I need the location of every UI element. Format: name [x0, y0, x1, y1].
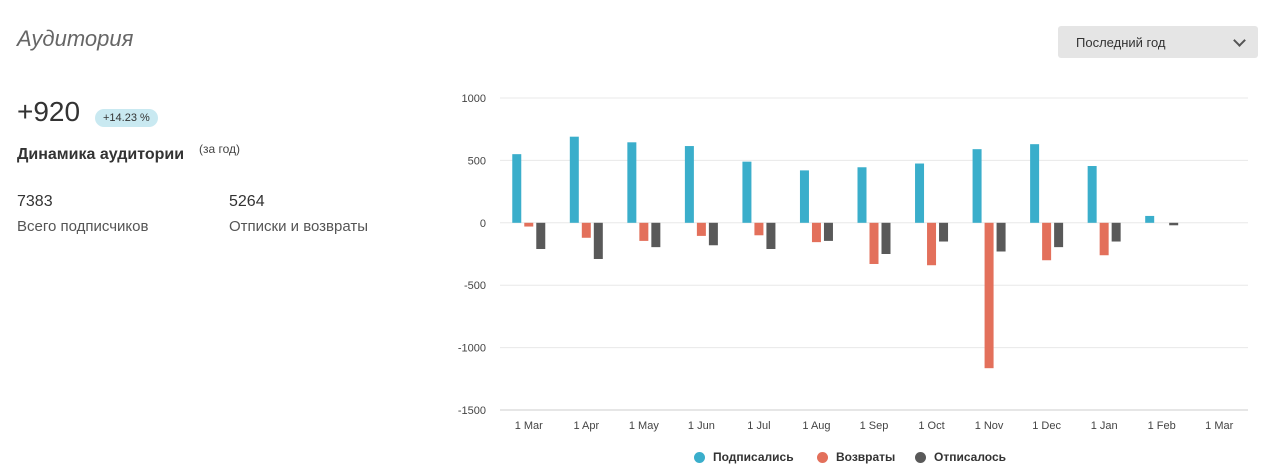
bar-subscribed: [1030, 144, 1040, 223]
bar-unsubscribed: [708, 222, 718, 246]
legend-dot-subscribed: [694, 451, 705, 463]
bar-subscribed: [1087, 166, 1097, 223]
chevron-down-icon: [1233, 33, 1246, 47]
bar-returns: [984, 222, 994, 369]
bar-returns: [581, 222, 591, 238]
x-tick-label: 1 Dec: [1032, 420, 1061, 432]
chart-legend: Подписались Возвраты Отписалось: [0, 450, 1271, 466]
bar-returns: [927, 222, 937, 266]
y-tick-label: 1000: [462, 93, 486, 105]
x-tick-label: 1 May: [629, 420, 659, 432]
bar-unsubscribed: [651, 222, 661, 248]
bar-subscribed: [569, 136, 579, 223]
bar-unsubscribed: [996, 222, 1006, 252]
bar-subscribed: [512, 154, 522, 223]
dynamics-period-label: (за год): [199, 142, 241, 156]
bar-unsubscribed: [1054, 222, 1064, 248]
total-subscribers-value: 7383: [17, 193, 53, 210]
audience-dynamics-label: Динамика аудитории: [17, 146, 185, 163]
bar-returns: [696, 222, 706, 236]
x-tick-label: 1 Sep: [860, 420, 889, 432]
legend-dot-returns: [817, 451, 828, 463]
bar-returns: [811, 222, 821, 243]
bar-subscribed: [742, 161, 752, 223]
bar-unsubscribed: [881, 222, 891, 254]
period-select-label: Последний год: [1076, 34, 1166, 50]
bar-unsubscribed: [536, 222, 546, 250]
bar-returns: [524, 222, 534, 227]
bar-subscribed: [857, 167, 867, 223]
x-tick-label: 1 Mar: [515, 420, 543, 432]
legend-item-subscribed[interactable]: Подписались: [694, 450, 794, 464]
bar-subscribed: [972, 149, 982, 223]
y-tick-label: -1000: [458, 343, 486, 355]
unsub-returns-value: 5264: [229, 193, 265, 210]
growth-percent-badge: +14.23 %: [95, 109, 158, 127]
bar-subscribed: [684, 146, 694, 223]
x-tick-label: 1 Feb: [1148, 420, 1176, 432]
y-tick-label: 500: [468, 155, 486, 167]
bar-unsubscribed: [823, 222, 833, 241]
unsub-returns-label: Отписки и возвраты: [229, 218, 369, 235]
x-tick-label: 1 Jul: [747, 420, 770, 432]
y-tick-label: 0: [480, 218, 486, 230]
bar-unsubscribed: [593, 222, 603, 259]
legend-item-unsubscribed[interactable]: Отписалось: [915, 450, 1006, 464]
legend-label-unsubscribed: Отписалось: [934, 450, 1007, 464]
legend-label-returns: Возвраты: [836, 450, 896, 464]
audience-growth-value: +920: [17, 96, 81, 127]
x-tick-label: 1 Mar: [1205, 420, 1233, 432]
bar-returns: [754, 222, 764, 236]
x-tick-label: 1 Nov: [975, 420, 1004, 432]
bar-returns: [1042, 222, 1052, 261]
bar-unsubscribed: [1111, 222, 1121, 242]
bar-subscribed: [915, 163, 925, 223]
x-tick-label: 1 Aug: [802, 420, 830, 432]
bar-subscribed: [799, 170, 809, 223]
x-tick-label: 1 Apr: [573, 420, 599, 432]
legend-item-returns[interactable]: Возвраты: [817, 450, 895, 464]
y-tick-label: -1500: [458, 405, 486, 417]
bar-unsubscribed: [1169, 222, 1179, 226]
period-select[interactable]: Последний год: [1058, 26, 1258, 58]
page-title: Аудитория: [17, 26, 134, 51]
bar-returns: [869, 222, 879, 264]
x-tick-label: 1 Jan: [1091, 420, 1118, 432]
legend-dot-unsubscribed: [915, 451, 926, 463]
bar-unsubscribed: [939, 222, 949, 242]
bar-returns: [1099, 222, 1109, 256]
bar-subscribed: [1145, 215, 1155, 223]
x-tick-label: 1 Oct: [918, 420, 944, 432]
legend-label-subscribed: Подписались: [713, 450, 794, 464]
bar-subscribed: [627, 142, 637, 223]
total-subscribers-label: Всего подписчиков: [17, 218, 149, 235]
audience-chart: 1000 500 0 -500 -1000 -1500 1 Mar 1 Apr 1 May 1 J…: [458, 93, 1248, 432]
bar-unsubscribed: [766, 222, 776, 250]
x-tick-label: 1 Jun: [688, 420, 715, 432]
y-tick-label: -500: [464, 280, 486, 292]
bar-returns: [639, 222, 649, 241]
